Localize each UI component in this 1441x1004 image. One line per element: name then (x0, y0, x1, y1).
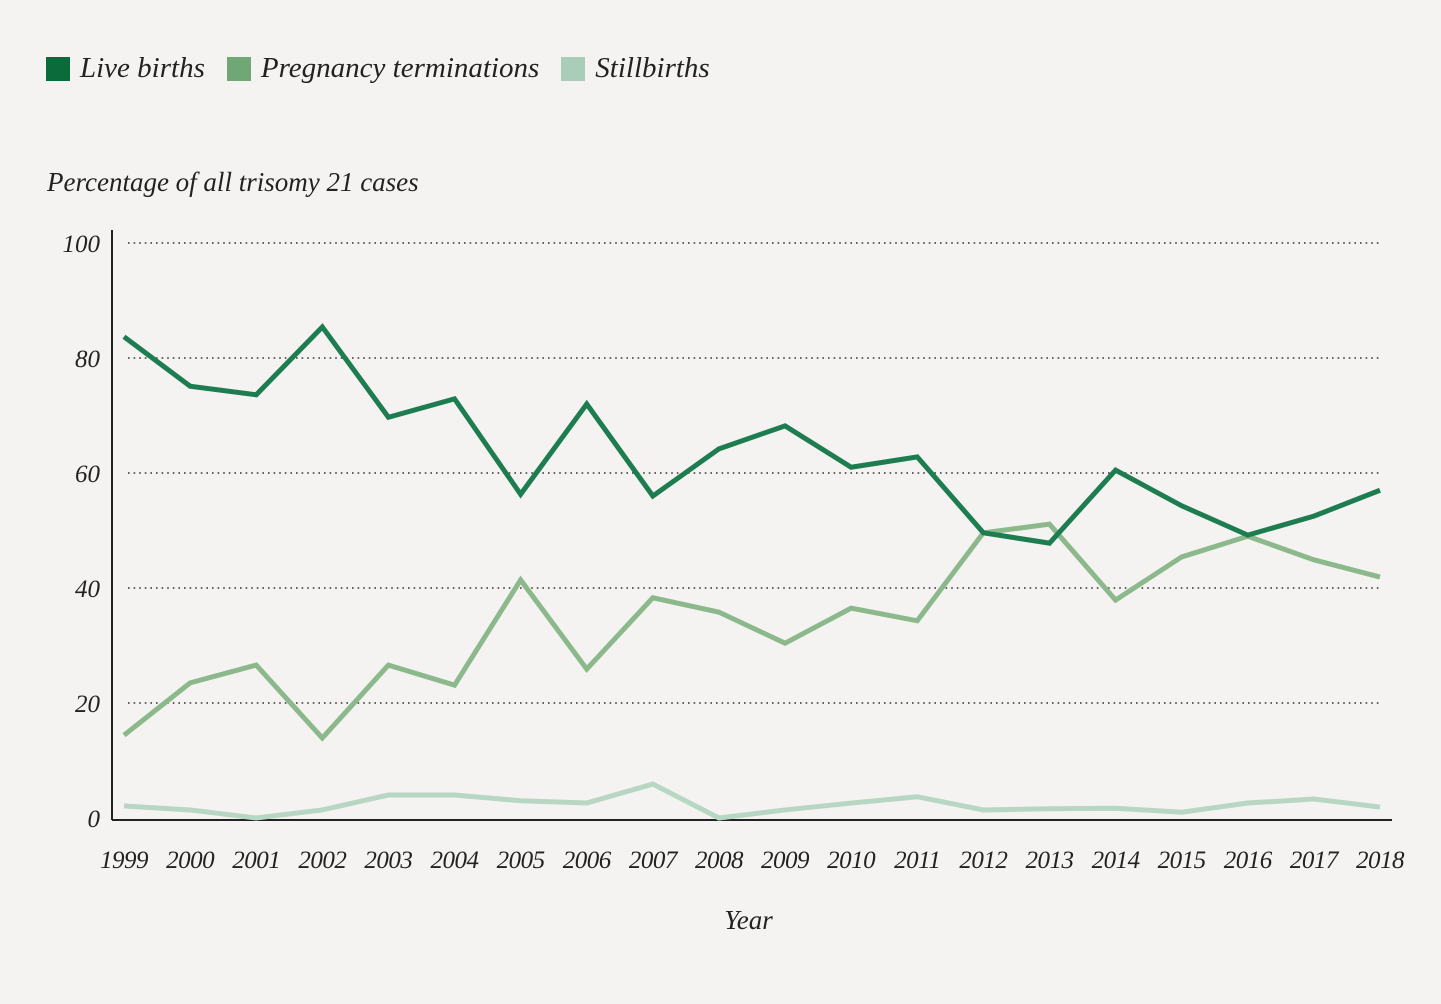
series-line (122, 323, 1381, 546)
legend-swatch (561, 56, 586, 81)
x-tick-label: 2011 (894, 847, 940, 874)
x-tick-label: 2002 (298, 847, 346, 874)
y-tick-label: 40 (75, 576, 101, 603)
y-tick-label: 100 (63, 231, 101, 258)
x-tick-label: 2007 (629, 847, 679, 874)
series-line (123, 781, 1381, 821)
x-tick-label: 2009 (761, 847, 810, 874)
x-tick-label: 1999 (100, 847, 149, 874)
x-tick-label: 2010 (827, 847, 876, 874)
x-tick-label: 2003 (364, 847, 412, 874)
legend-item: Pregnancy terminations (226, 52, 540, 85)
y-tick-label: 60 (75, 461, 101, 488)
x-tick-label: 2008 (695, 847, 744, 874)
x-axis-label: Year (724, 905, 773, 935)
y-tick-label: 0 (88, 806, 101, 833)
legend-label: Live births (80, 52, 205, 84)
legend: Live births Pregnancy terminations Stillbi… (46, 52, 710, 85)
x-tick-label: 2016 (1224, 847, 1273, 874)
legend-label: Stillbirths (595, 52, 710, 84)
legend-item: Live births (46, 52, 205, 85)
x-tick-label: 2015 (1158, 847, 1206, 874)
x-tick-label: 2012 (959, 847, 1007, 874)
legend-swatch (46, 56, 70, 81)
y-tick-label: 20 (75, 691, 101, 718)
legend-label: Pregnancy terminations (260, 52, 540, 84)
legend-item: Stillbirths (561, 52, 710, 85)
x-tick-label: 2004 (431, 847, 479, 874)
x-tick-label: 2001 (232, 847, 280, 874)
x-tick-label: 2013 (1025, 847, 1073, 874)
x-tick-label: 2000 (166, 847, 215, 874)
y-axis-label: Percentage of all trisomy 21 cases (47, 167, 419, 197)
x-tick-label: 2014 (1092, 847, 1140, 874)
legend-swatch (226, 56, 251, 81)
x-tick-label: 2005 (497, 847, 545, 874)
y-tick-label: 80 (75, 346, 101, 373)
x-tick-label: 2006 (563, 847, 612, 874)
series-line (122, 521, 1381, 742)
x-tick-label: 2017 (1290, 847, 1340, 874)
x-tick-label: 2018 (1356, 847, 1405, 874)
